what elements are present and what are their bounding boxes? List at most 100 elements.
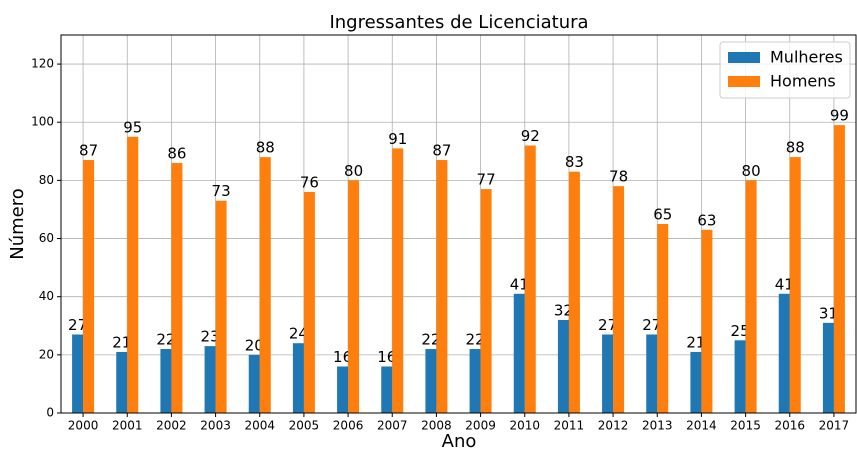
value-label: 83 [565, 153, 584, 171]
bar [425, 349, 437, 413]
x-tick-label: 2012 [598, 419, 629, 433]
legend-swatch [728, 52, 760, 63]
value-label: 88 [786, 139, 805, 157]
value-label: 27 [642, 316, 661, 334]
value-label: 63 [697, 211, 716, 229]
x-tick-label: 2010 [509, 419, 540, 433]
y-tick-label: 80 [39, 173, 54, 187]
legend-label: Mulheres [770, 48, 843, 67]
bar [259, 157, 271, 413]
bar [789, 157, 801, 413]
bar [734, 340, 746, 413]
x-tick-label: 2009 [465, 419, 496, 433]
value-label: 65 [653, 206, 672, 224]
x-tick-label: 2008 [421, 419, 452, 433]
bar [127, 136, 139, 413]
bar [833, 125, 845, 413]
bar [557, 319, 569, 413]
legend: Mulheres Homens [719, 41, 851, 99]
plot-frame [60, 34, 857, 414]
value-label: 87 [432, 142, 451, 160]
value-label: 21 [686, 333, 705, 351]
value-label: 32 [554, 301, 573, 319]
value-label: 73 [212, 182, 231, 200]
x-tick-label: 2011 [554, 419, 585, 433]
x-tick-label: 2001 [112, 419, 143, 433]
bar [602, 334, 614, 413]
chart-title: Ingressantes de Licenciatura [329, 12, 588, 33]
value-label: 24 [289, 325, 308, 343]
bar [646, 334, 658, 413]
x-axis-label: Ano [442, 431, 477, 450]
value-label: 76 [300, 174, 319, 192]
value-label: 77 [477, 171, 496, 189]
value-label: 86 [167, 144, 186, 162]
bar [248, 354, 260, 413]
value-label: 41 [775, 275, 794, 293]
y-axis-label: Número [7, 188, 28, 260]
x-tick-label: 2003 [200, 419, 231, 433]
value-label: 20 [245, 336, 264, 354]
x-tick-label: 2014 [686, 419, 717, 433]
bar [160, 349, 172, 413]
value-label: 99 [830, 107, 849, 125]
value-label: 25 [731, 322, 750, 340]
value-label: 31 [819, 304, 838, 322]
x-tick-label: 2004 [244, 419, 275, 433]
bar [524, 145, 536, 413]
y-tick-label: 100 [31, 115, 54, 129]
bar [171, 162, 183, 413]
x-tick-label: 2015 [730, 419, 761, 433]
value-label: 87 [79, 142, 98, 160]
value-label: 22 [466, 331, 485, 349]
bar [513, 293, 525, 413]
x-tick-label: 2000 [68, 419, 99, 433]
bar [745, 180, 757, 413]
value-label: 91 [388, 130, 407, 148]
value-label: 41 [510, 275, 529, 293]
bar [215, 200, 227, 413]
value-label: 80 [742, 162, 761, 180]
bar [116, 351, 128, 413]
bar [83, 160, 95, 413]
bar [381, 366, 393, 413]
value-label: 22 [156, 331, 175, 349]
value-label: 92 [521, 127, 540, 145]
x-tick-label: 2006 [333, 419, 364, 433]
x-tick-label: 2017 [819, 419, 850, 433]
value-label: 22 [421, 331, 440, 349]
bar [337, 366, 349, 413]
x-tick-label: 2016 [774, 419, 805, 433]
bar [778, 293, 790, 413]
value-label: 23 [201, 328, 220, 346]
bar [690, 351, 702, 413]
value-label: 27 [68, 316, 87, 334]
value-label: 95 [123, 118, 142, 136]
y-tick-label: 0 [46, 406, 54, 420]
legend-swatch [728, 76, 760, 87]
bar [568, 171, 580, 413]
bar [613, 186, 625, 413]
bar [436, 160, 448, 413]
value-label: 16 [333, 348, 352, 366]
x-tick-label: 2005 [289, 419, 320, 433]
value-label: 16 [377, 348, 396, 366]
bar [72, 334, 84, 413]
y-tick-label: 60 [39, 231, 54, 245]
bar [469, 349, 481, 413]
value-label: 27 [598, 316, 617, 334]
bar [480, 189, 492, 413]
value-label: 80 [344, 162, 363, 180]
x-tick-label: 2013 [642, 419, 673, 433]
y-tick-label: 120 [31, 57, 54, 71]
bar [303, 192, 315, 413]
bar [822, 322, 834, 413]
bar [292, 343, 304, 413]
bar [204, 346, 216, 413]
x-tick-label: 2007 [377, 419, 408, 433]
y-tick-label: 40 [39, 289, 54, 303]
value-label: 21 [112, 333, 131, 351]
x-tick-label: 2002 [156, 419, 187, 433]
bar [701, 229, 713, 413]
